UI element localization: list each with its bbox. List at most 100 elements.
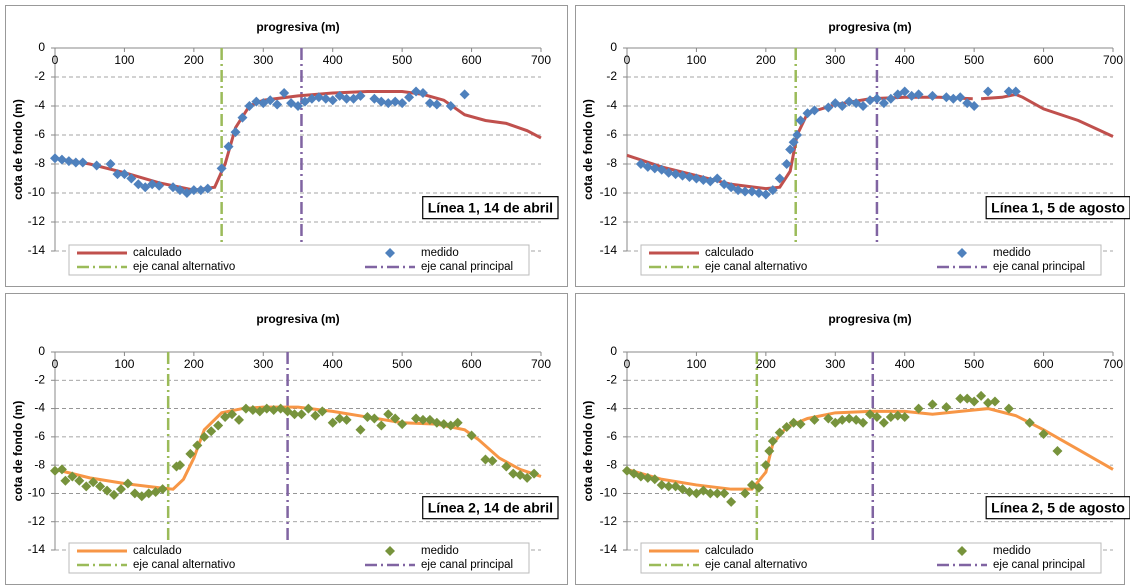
measured-point xyxy=(781,421,792,432)
measured-point xyxy=(102,485,113,496)
x-tick-label: 0 xyxy=(624,357,631,371)
measured-point xyxy=(844,96,855,107)
measured-point xyxy=(837,101,848,111)
measured-point xyxy=(976,390,987,401)
x-tick-label: 100 xyxy=(686,53,706,67)
measured-point xyxy=(279,87,290,98)
panel-annotation: Línea 2, 14 de abril xyxy=(428,500,553,516)
y-tick-label: 0 xyxy=(610,40,617,54)
measured-point xyxy=(313,92,324,103)
measured-point xyxy=(955,393,966,404)
panel-border xyxy=(5,293,568,585)
legend-label: calculado xyxy=(133,545,182,557)
legend: calculado medido eje canal alternativo eje … xyxy=(640,244,1102,276)
measured-point xyxy=(317,406,328,417)
measured-point xyxy=(272,99,283,110)
measured-point xyxy=(684,487,695,498)
measured-point xyxy=(746,479,757,490)
measured-point xyxy=(698,485,709,496)
measured-point xyxy=(712,173,723,184)
x-tick-label: 600 xyxy=(462,357,482,371)
measured-point xyxy=(397,419,408,430)
measured-point xyxy=(871,412,882,423)
measured-point xyxy=(1010,86,1021,97)
measured-point xyxy=(417,87,428,98)
legend-label: eje canal alternativo xyxy=(705,559,807,571)
measured-point xyxy=(871,93,882,104)
measured-point xyxy=(865,95,875,106)
legend-label: eje canal principal xyxy=(421,261,513,273)
measured-point xyxy=(341,93,352,104)
y-tick-label: 0 xyxy=(38,344,45,358)
measured-point xyxy=(795,419,806,430)
measured-point xyxy=(88,477,99,488)
measured-point xyxy=(216,163,227,174)
measured-point xyxy=(254,406,265,417)
legend-label: eje canal principal xyxy=(993,559,1085,571)
x-tick-label: 400 xyxy=(895,357,915,371)
measured-point xyxy=(774,173,785,184)
chart-panel: progresiva (m) cota de fondo (m) 0 -2 -4 -6 -8… xyxy=(575,5,1130,287)
measured-point xyxy=(927,90,938,101)
y-axis-title: cota de fondo (m) xyxy=(581,99,595,200)
measured-point xyxy=(306,93,317,104)
x-tick-label: 500 xyxy=(964,53,984,67)
measured-point xyxy=(411,413,422,424)
measured-point xyxy=(157,484,168,495)
measured-point xyxy=(529,468,540,479)
measured-point xyxy=(154,180,165,191)
y-tick-label: -14 xyxy=(600,243,618,257)
measured-point xyxy=(355,90,366,101)
measured-point xyxy=(792,130,803,140)
legend-box xyxy=(640,542,1102,574)
x-tick-label: 300 xyxy=(253,53,273,67)
legend-box xyxy=(68,244,530,276)
x-tick-label: 300 xyxy=(825,357,845,371)
legend-label: eje canal alternativo xyxy=(705,261,807,273)
measured-point xyxy=(77,157,88,168)
measured-point xyxy=(244,101,255,111)
measured-point xyxy=(91,160,102,171)
x-axis-title: progresiva (m) xyxy=(828,20,911,34)
measured-point xyxy=(1038,429,1049,440)
measured-point xyxy=(251,96,262,107)
measured-point xyxy=(480,454,491,465)
measured-point xyxy=(740,186,751,197)
measured-point xyxy=(899,86,910,97)
y-tick-label: -14 xyxy=(600,542,618,556)
measured-point xyxy=(1024,417,1035,428)
measured-point xyxy=(760,460,771,471)
chart-panel: progresiva (m) cota de fondo (m) 0 -2 -4 -6 -8… xyxy=(575,293,1130,585)
measured-point xyxy=(247,404,258,415)
measured-point xyxy=(649,163,660,174)
measured-point xyxy=(785,144,796,155)
y-tick-label: -6 xyxy=(606,127,617,141)
measured-point xyxy=(740,488,751,499)
measured-point xyxy=(341,414,352,425)
legend-label: eje canal alternativo xyxy=(133,261,235,273)
measured-point xyxy=(188,185,199,196)
x-tick-label: 700 xyxy=(1103,53,1123,67)
y-tick-label: -8 xyxy=(606,457,617,471)
measured-point xyxy=(362,412,373,423)
measured-point xyxy=(109,489,120,500)
x-tick-label: 200 xyxy=(184,53,204,67)
measured-point xyxy=(865,409,875,420)
measured-point xyxy=(677,484,688,495)
legend-label: medido xyxy=(993,247,1031,259)
measured-point xyxy=(719,488,730,499)
measured-point xyxy=(955,92,966,103)
measured-point xyxy=(334,413,345,424)
measured-point xyxy=(522,472,533,483)
measured-point xyxy=(878,417,889,428)
measured-point xyxy=(989,396,1000,407)
measured-point xyxy=(767,185,778,196)
measured-point xyxy=(858,417,869,428)
annotation-box xyxy=(985,496,1130,520)
measured-point xyxy=(206,426,217,437)
y-tick-label: -6 xyxy=(606,429,617,443)
measured-point xyxy=(112,169,123,180)
x-tick-label: 200 xyxy=(184,357,204,371)
legend-label: medido xyxy=(421,247,459,259)
panel-annotation: Línea 1, 5 de agosto xyxy=(991,200,1125,216)
